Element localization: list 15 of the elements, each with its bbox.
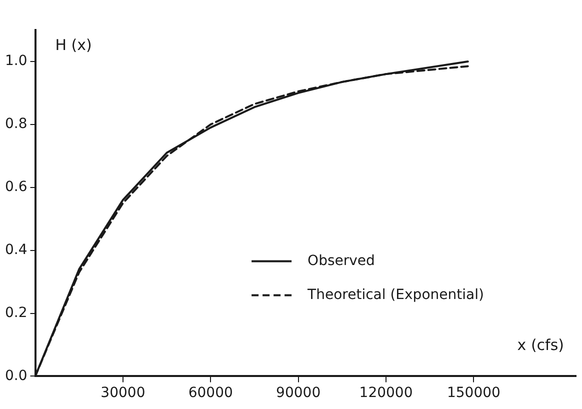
x-axis-title: x (cfs): [517, 336, 564, 354]
x-tick-label: 30000: [100, 385, 146, 402]
x-tick-label: 90000: [276, 385, 321, 402]
x-tick-label: 150000: [446, 385, 500, 402]
y-tick-label: 0.8: [5, 116, 28, 132]
y-tick-label: 0.6: [5, 179, 28, 196]
x-tick-label: 60000: [188, 385, 233, 402]
x-tick-label: 120000: [359, 385, 413, 402]
y-tick-label: 0.0: [5, 368, 28, 384]
y-tick-label: 1.0: [5, 53, 28, 70]
y-axis-title: H (x): [55, 36, 92, 54]
y-tick-label: 0.4: [5, 242, 28, 258]
y-tick-label: 0.2: [5, 304, 28, 321]
legend-label: Observed: [308, 252, 375, 269]
legend-label: Theoretical (Exponential): [306, 286, 484, 303]
